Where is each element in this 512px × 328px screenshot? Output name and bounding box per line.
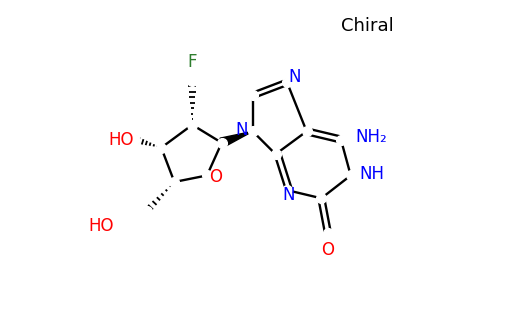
Text: N: N (289, 69, 301, 87)
Text: F: F (187, 53, 197, 71)
Polygon shape (220, 131, 253, 147)
Text: N: N (236, 121, 248, 139)
Text: N: N (283, 186, 295, 204)
Text: O: O (322, 241, 334, 259)
Text: NH: NH (359, 165, 384, 183)
Text: Chiral: Chiral (341, 17, 394, 35)
Text: HO: HO (89, 217, 114, 235)
Text: O: O (209, 168, 222, 186)
Text: HO: HO (108, 131, 134, 149)
Text: NH₂: NH₂ (356, 128, 388, 146)
